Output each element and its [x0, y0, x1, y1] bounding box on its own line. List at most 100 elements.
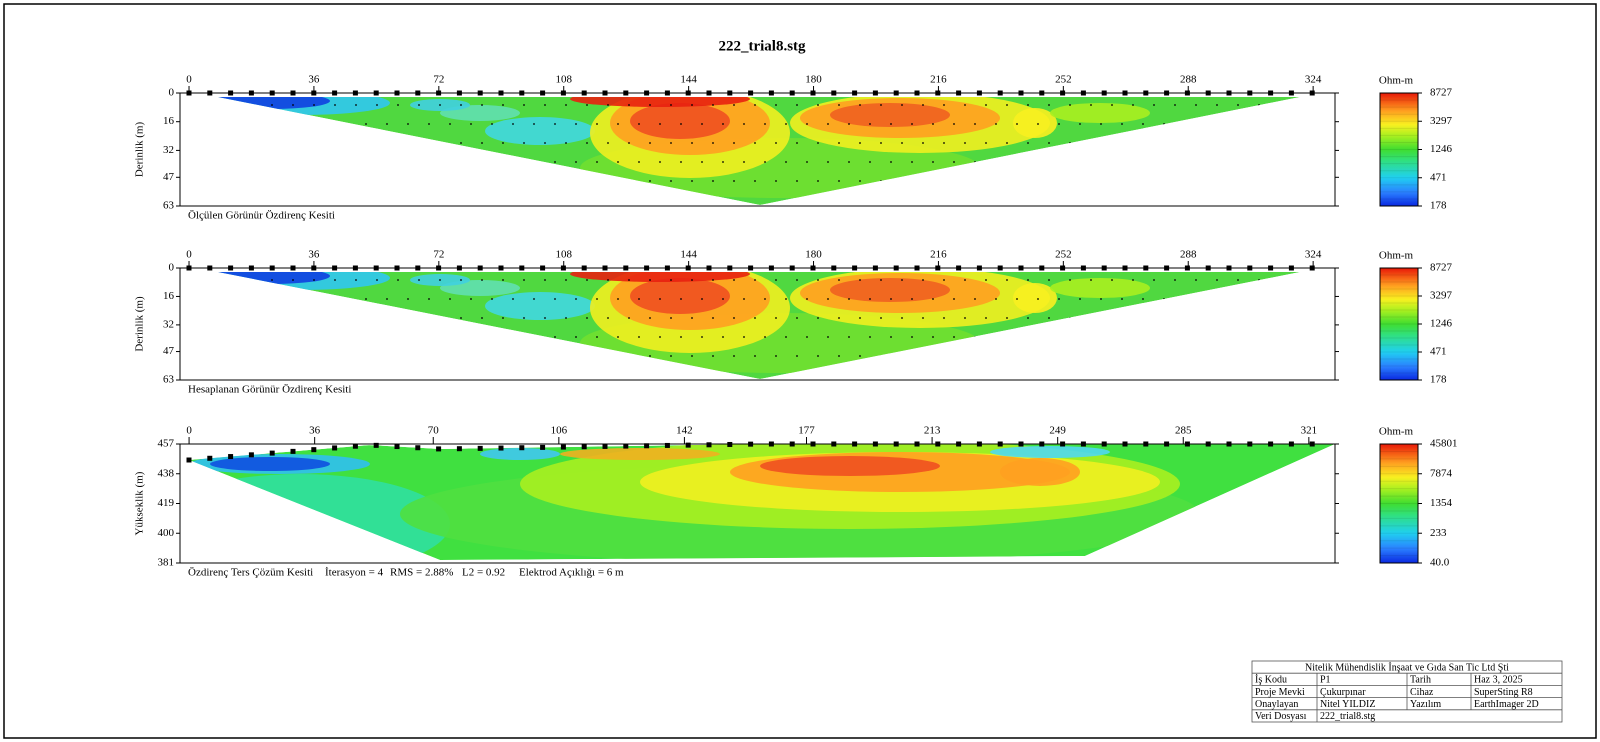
data-point [733, 317, 735, 319]
data-point [1027, 355, 1029, 357]
electrode [852, 90, 858, 96]
y-tick-label: 16 [163, 115, 175, 127]
data-point [638, 336, 640, 338]
electrode [789, 265, 795, 271]
data-point [1027, 142, 1029, 144]
y-tick-label: 63 [163, 374, 175, 386]
data-point [932, 123, 934, 125]
data-point [1079, 298, 1081, 300]
table-cell: Onaylayan [1255, 699, 1298, 710]
data-point [775, 279, 777, 281]
electrode [810, 90, 816, 96]
y-axis-label: Yükseklik (m) [134, 471, 146, 535]
data-point [964, 279, 966, 281]
data-point [1048, 104, 1050, 106]
data-point [376, 142, 378, 144]
data-point [890, 161, 892, 163]
data-point [901, 142, 903, 144]
data-point [1247, 336, 1249, 338]
data-point [859, 180, 861, 182]
data-point [1027, 180, 1029, 182]
electrode [373, 442, 379, 448]
data-point [229, 104, 231, 106]
electrode [1122, 90, 1128, 96]
data-point [964, 180, 966, 182]
data-point [796, 317, 798, 319]
data-point [407, 161, 409, 163]
data-point [1216, 180, 1218, 182]
electrode [1122, 265, 1128, 271]
data-point [302, 161, 304, 163]
data-point [806, 161, 808, 163]
electrode [332, 445, 338, 451]
electrode [477, 265, 483, 271]
data-point [1258, 180, 1260, 182]
data-point [932, 336, 934, 338]
contour-zone [570, 97, 750, 107]
data-point [712, 142, 714, 144]
data-point [691, 104, 693, 106]
electrode [602, 265, 608, 271]
data-point [271, 355, 273, 357]
electrode [956, 265, 962, 271]
data-point [953, 298, 955, 300]
data-point [1111, 279, 1113, 281]
data-point [586, 279, 588, 281]
data-point [859, 279, 861, 281]
data-point [1111, 142, 1113, 144]
data-point [365, 161, 367, 163]
electrode [248, 90, 254, 96]
electrode [248, 452, 254, 458]
data-point [523, 317, 525, 319]
data-point [386, 298, 388, 300]
data-point [439, 104, 441, 106]
electrode [1205, 90, 1211, 96]
electrode [373, 90, 379, 96]
electrode [394, 265, 400, 271]
data-point [974, 298, 976, 300]
data-point [995, 336, 997, 338]
data-point [838, 104, 840, 106]
data-point [397, 279, 399, 281]
x-tick-label: 252 [1055, 74, 1072, 86]
data-point [281, 161, 283, 163]
data-point [397, 180, 399, 182]
data-point [502, 279, 504, 281]
y-tick-label: 32 [163, 144, 174, 156]
data-point [1090, 317, 1092, 319]
data-point [596, 336, 598, 338]
electrode [644, 90, 650, 96]
electrode [1268, 441, 1274, 447]
data-point [922, 142, 924, 144]
contour-zone [630, 278, 730, 314]
data-point [544, 317, 546, 319]
data-point [1216, 142, 1218, 144]
electrode [1143, 441, 1149, 447]
electrode [1122, 441, 1128, 447]
data-point [701, 123, 703, 125]
data-point [859, 355, 861, 357]
data-point [838, 180, 840, 182]
data-point [491, 161, 493, 163]
data-point [1247, 161, 1249, 163]
data-point [481, 279, 483, 281]
contour-zone [485, 117, 595, 145]
data-point [365, 123, 367, 125]
x-tick-label: 213 [924, 425, 941, 437]
data-point [1069, 104, 1071, 106]
data-point [880, 180, 882, 182]
data-point [1111, 317, 1113, 319]
data-point [344, 336, 346, 338]
data-point [334, 180, 336, 182]
data-point [1163, 298, 1165, 300]
data-point [271, 104, 273, 106]
data-point [229, 180, 231, 182]
electrode [352, 90, 358, 96]
data-point [691, 279, 693, 281]
data-point [1037, 123, 1039, 125]
colorbar-tick-label: 178 [1430, 374, 1447, 386]
data-point [344, 123, 346, 125]
data-point [901, 317, 903, 319]
data-point [334, 279, 336, 281]
electrode [540, 90, 546, 96]
